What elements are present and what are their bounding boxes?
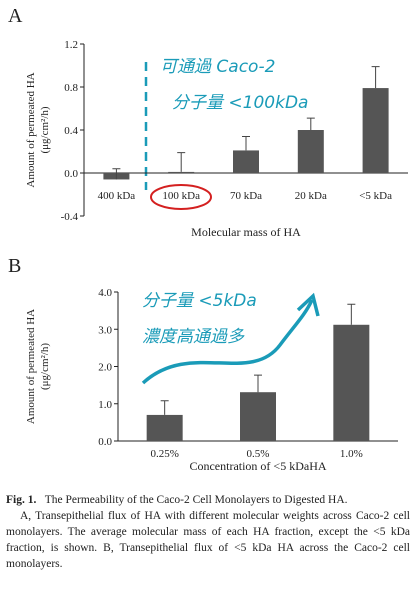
- error-bar: [306, 117, 315, 130]
- handwritten-note: 可通過 Caco-2: [160, 57, 275, 77]
- y-axis-label: (μg/cm²/h): [39, 343, 51, 390]
- error-bar: [242, 135, 250, 151]
- x-tick-label: 1.0%: [340, 448, 363, 460]
- caption: Fig. 1. The Permeability of the Caco-2 C…: [6, 492, 410, 572]
- x-axis-label: Molecular mass of HA: [191, 225, 301, 239]
- error-bar: [254, 374, 262, 393]
- bar: [362, 88, 389, 173]
- bar: [233, 150, 259, 173]
- error-bar: [371, 66, 380, 89]
- y-axis-label: Amount of permeated HA: [25, 72, 37, 187]
- x-tick-label: 70 kDa: [230, 190, 262, 202]
- handwritten-note: 分子量 <100kDa: [172, 93, 308, 113]
- x-tick-label: 0.5%: [247, 448, 270, 460]
- y-tick-label: 1.0: [98, 399, 112, 411]
- y-tick-label: 0.0: [64, 168, 78, 180]
- x-axis-label: Concentration of <5 kDaHA: [189, 459, 326, 473]
- bar: [297, 130, 324, 173]
- handwritten-note: 分子量 <5kDa: [142, 291, 257, 311]
- x-tick-label: 100 kDa: [162, 190, 200, 202]
- y-tick-label: 1.2: [64, 39, 78, 51]
- bar: [240, 392, 276, 441]
- caption-label: Fig. 1.: [6, 494, 37, 506]
- hand-arrow: [141, 299, 314, 385]
- caption-body: A, Transepithelial flux of HA with diffe…: [6, 510, 410, 570]
- hand-circle: [150, 184, 212, 210]
- hand-arrow-head: [296, 292, 320, 317]
- handwritten-note: 濃度高通過多: [142, 327, 245, 347]
- bar: [168, 171, 195, 173]
- error-bar: [160, 400, 169, 415]
- y-axis-label: Amount of permeated HA: [25, 309, 37, 424]
- y-tick-label: 0.4: [64, 125, 78, 137]
- x-tick-label: 400 kDa: [98, 190, 136, 202]
- y-tick-label: 4.0: [98, 287, 112, 299]
- x-tick-label: 20 kDa: [295, 190, 327, 202]
- caption-title: The Permeability of the Caco-2 Cell Mono…: [44, 494, 348, 506]
- y-tick-label: 0.8: [64, 82, 78, 94]
- y-tick-label: 0.0: [98, 436, 112, 448]
- y-tick-label: 2.0: [98, 362, 112, 374]
- panel-label: B: [8, 255, 21, 277]
- error-bar: [112, 168, 121, 180]
- x-tick-label: <5 kDa: [359, 190, 392, 202]
- error-bar: [177, 152, 186, 172]
- bar: [146, 414, 183, 441]
- y-tick-label: -0.4: [61, 211, 79, 223]
- y-axis-label: (μg/cm²/h): [39, 106, 51, 153]
- bar: [333, 324, 370, 441]
- y-tick-label: 3.0: [98, 324, 112, 336]
- panel-label: A: [8, 5, 23, 27]
- error-bar: [347, 303, 356, 325]
- x-tick-label: 0.25%: [150, 448, 178, 460]
